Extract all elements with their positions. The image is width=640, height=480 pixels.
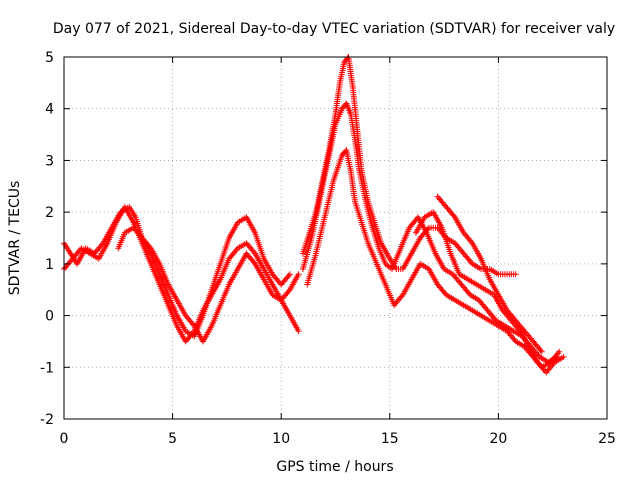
chart-title: Day 077 of 2021, Sidereal Day-to-day VTE… (53, 21, 615, 37)
x-tick-label: 25 (598, 431, 616, 447)
y-tick-label: 0 (45, 309, 54, 325)
y-tick-label: -1 (40, 360, 54, 376)
series-band (302, 56, 516, 275)
data-point (295, 328, 302, 335)
y-axis-label: SDTVAR / TECUs (7, 181, 23, 296)
data-series (61, 54, 567, 376)
series-track-6 (304, 147, 563, 371)
data-point (555, 350, 561, 357)
data-point (295, 271, 302, 278)
x-tick-label: 15 (381, 431, 399, 447)
data-point (538, 348, 545, 355)
y-tick-label: 2 (45, 205, 54, 221)
y-tick-label: 4 (45, 102, 54, 118)
data-point (512, 271, 519, 278)
data-point (146, 243, 153, 250)
x-axis-label: GPS time / hours (276, 459, 393, 475)
data-point (560, 353, 567, 360)
x-tick-label: 20 (489, 431, 507, 447)
y-tick-label: -2 (40, 412, 54, 428)
x-tick-label: 0 (60, 431, 69, 447)
data-point (286, 271, 293, 278)
plot-frame (63, 56, 608, 420)
series-track-4 (299, 54, 519, 278)
axis-ticks: 0 5 10 15 20 25 -2 -1 0 1 2 3 4 5 (40, 50, 616, 447)
series-track-7 (412, 209, 567, 376)
y-tick-label: 1 (45, 257, 54, 273)
y-tick-label: 5 (45, 50, 54, 66)
data-point (556, 348, 563, 355)
grid (64, 57, 607, 419)
series-track-3 (115, 224, 302, 345)
x-tick-label: 10 (272, 431, 290, 447)
x-tick-label: 5 (168, 431, 177, 447)
y-tick-label: 3 (45, 153, 54, 169)
series-track-5 (299, 100, 560, 366)
series-track-8 (434, 193, 545, 355)
